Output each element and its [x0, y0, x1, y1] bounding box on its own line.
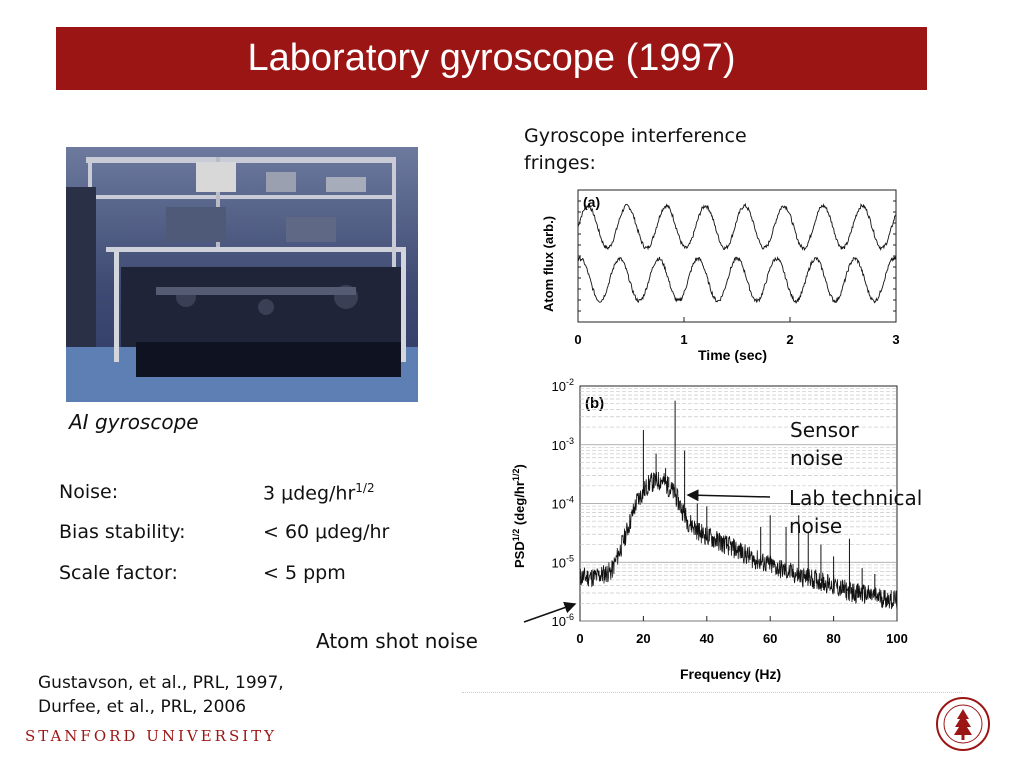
psd-xtick-label: 60	[763, 631, 777, 646]
reference-2: Durfee, et al., PRL, 2006	[38, 697, 247, 717]
spec-value-bias: < 60 μdeg/hr	[263, 521, 390, 543]
psd-ylabel-unit: (deg/hr	[512, 481, 527, 525]
spec-label-scale: Scale factor:	[59, 562, 178, 584]
reference-1: Gustavson, et al., PRL, 1997,	[38, 673, 284, 693]
fringe-xtick-label: 0	[574, 332, 581, 347]
svg-text:PSD1/2 (deg/hr1/2): PSD1/2 (deg/hr1/2)	[511, 464, 527, 568]
psd-xtick-label: 100	[886, 631, 908, 646]
psd-ylabel-text: PSD	[512, 541, 527, 568]
spec-value-noise: 3 μdeg/hr1/2	[263, 481, 375, 505]
fringes-heading-line2: fringes:	[524, 152, 596, 174]
psd-ytick-label: 10-6	[552, 612, 574, 629]
psd-ytick-label: 10-3	[552, 436, 574, 453]
references: Gustavson, et al., PRL, 1997, Durfee, et…	[38, 671, 284, 719]
stanford-seal-icon	[936, 697, 990, 751]
title-bar: Laboratory gyroscope (1997)	[56, 27, 927, 90]
fringe-series-1	[577, 202, 897, 252]
fringe-xtick-label: 2	[786, 332, 793, 347]
psd-chart: (b) 10-210-310-410-510-60 20 40 60 80 100 PSD…	[511, 378, 908, 682]
spec-label-noise: Noise:	[59, 481, 119, 503]
photo-caption: AI gyroscope	[69, 410, 199, 434]
psd-xtick-label: 20	[636, 631, 650, 646]
fringe-xtick-label: 1	[680, 332, 687, 347]
psd-chart-xlabel: Frequency (Hz)	[680, 666, 781, 682]
fringes-heading: Gyroscope interference fringes:	[524, 123, 747, 177]
psd-ytick-label: 10-5	[552, 553, 574, 570]
fringe-chart-xlabel: Time (sec)	[698, 347, 767, 363]
psd-ylabel-sup: 1/2	[511, 529, 521, 542]
fringe-chart-frame	[577, 189, 897, 323]
spec-label-bias: Bias stability:	[59, 521, 186, 543]
psd-chart-ylabel: PSD1/2 (deg/hr1/2)	[511, 464, 527, 568]
atom-shot-noise-label: Atom shot noise	[316, 629, 478, 653]
fringes-heading-line1: Gyroscope interference	[524, 125, 747, 147]
psd-xtick-label: 40	[700, 631, 714, 646]
psd-ytick-label: 10-2	[552, 378, 574, 394]
psd-trace	[579, 471, 898, 610]
psd-ylabel-unit-sup: 1/2	[511, 469, 521, 482]
fringe-xtick-label: 3	[892, 332, 899, 347]
psd-ytick-label: 10-4	[552, 495, 574, 512]
sensor-noise-annotation: Sensor noise	[790, 418, 859, 470]
lab-noise-annotation: Lab technical noise	[789, 486, 923, 538]
spec-value-scale: < 5 ppm	[263, 562, 346, 584]
stanford-wordmark: STANFORD UNIVERSITY	[25, 727, 278, 745]
gyroscope-photo	[66, 147, 418, 402]
footer-divider	[462, 692, 962, 693]
fringe-series-2	[577, 255, 897, 305]
psd-xtick-label: 0	[576, 631, 583, 646]
psd-xtick-label: 80	[826, 631, 840, 646]
fringe-chart-ylabel: Atom flux (arb.)	[541, 216, 556, 312]
slide-title: Laboratory gyroscope (1997)	[247, 37, 736, 79]
